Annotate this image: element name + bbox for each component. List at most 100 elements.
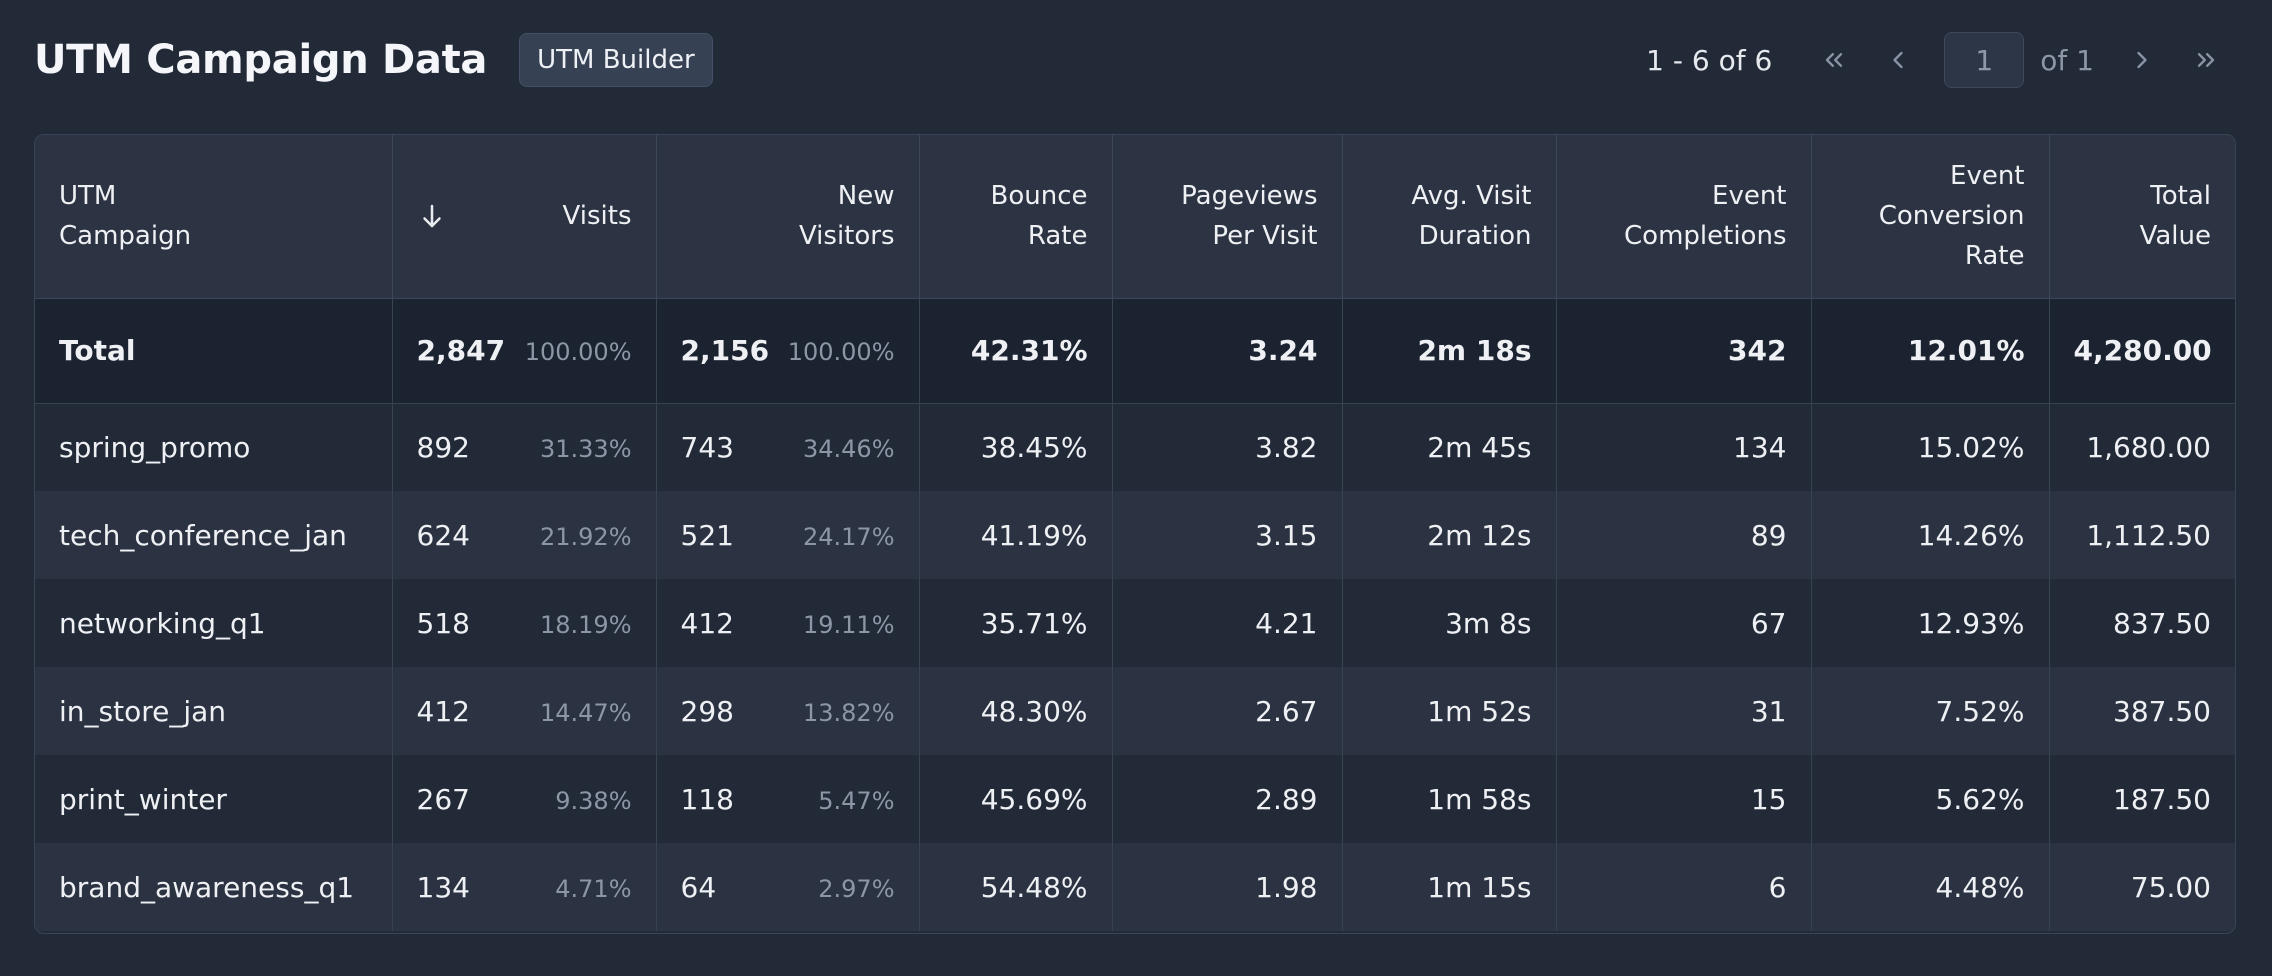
chevron-right-icon: [2137, 51, 2147, 69]
table-row[interactable]: print_winter 267 9.38% 118 5.47% 45.69% 2.89 1m…: [35, 755, 2235, 843]
new-visitors-cell: 64 2.97%: [656, 843, 920, 931]
new-visitors-value: 412: [680, 606, 734, 640]
column-header-utm-campaign[interactable]: UTM Campaign: [35, 135, 393, 299]
table-row[interactable]: spring_promo 892 31.33% 743 34.46% 38.45% 3.82…: [35, 403, 2235, 491]
pageviews-per-visit: 2.89: [1112, 755, 1343, 843]
visits-percent: 4.71%: [555, 874, 632, 903]
pageviews-per-visit: 3.82: [1112, 403, 1343, 491]
avg-visit-duration: 1m 15s: [1342, 843, 1557, 931]
column-header-bounce-rate[interactable]: Bounce Rate: [919, 135, 1113, 299]
chevron-left-icon: [1893, 51, 1903, 69]
total-visits-percent: 100.00%: [524, 338, 632, 366]
event-conversion-rate: 5.62%: [1811, 755, 2050, 843]
visits-percent: 9.38%: [555, 786, 632, 815]
visits-cell: 624 21.92%: [392, 491, 657, 579]
new-visitors-value: 64: [680, 870, 717, 904]
campaign-name: spring_promo: [35, 403, 393, 491]
bounce-rate: 35.71%: [919, 579, 1113, 667]
avg-visit-duration: 2m 12s: [1342, 491, 1557, 579]
new-visitors-value: 521: [680, 518, 734, 552]
table-row[interactable]: tech_conference_jan 624 21.92% 521 24.17% 41.…: [35, 491, 2235, 579]
column-header-visits[interactable]: Visits: [392, 135, 657, 299]
total-pageviews-per-visit: 3.24: [1112, 298, 1343, 404]
visits-percent: 21.92%: [539, 522, 632, 551]
column-header-event-conversion-rate[interactable]: Event Conversion Rate: [1811, 135, 2050, 299]
total-visits-cell: 2,847 100.00%: [392, 298, 657, 404]
visits-cell: 518 18.19%: [392, 579, 657, 667]
total-new-visitors-cell: 2,156 100.00%: [656, 298, 920, 404]
new-visitors-cell: 412 19.11%: [656, 579, 920, 667]
new-visitors-cell: 521 24.17%: [656, 491, 920, 579]
new-visitors-percent: 34.46%: [802, 434, 895, 463]
total-value: 4,280.00: [2049, 298, 2235, 404]
event-conversion-rate: 7.52%: [1811, 667, 2050, 755]
campaign-name: brand_awareness_q1: [35, 843, 393, 931]
visits-percent: 31.33%: [539, 434, 632, 463]
table-row[interactable]: in_store_jan 412 14.47% 298 13.82% 48.30% 2.67…: [35, 667, 2235, 755]
last-page-button[interactable]: [2182, 33, 2230, 87]
visits-percent: 18.19%: [539, 610, 632, 639]
table-row[interactable]: brand_awareness_q1 134 4.71% 64 2.97% 54.48% 1…: [35, 843, 2235, 931]
column-header-pageviews-per-visit[interactable]: Pageviews Per Visit: [1112, 135, 1343, 299]
event-completions: 134: [1556, 403, 1812, 491]
previous-page-button[interactable]: [1874, 33, 1922, 87]
visits-value: 518: [416, 606, 470, 640]
total-visits: 2,847: [416, 334, 506, 367]
first-page-button[interactable]: [1810, 33, 1858, 87]
event-completions: 31: [1556, 667, 1812, 755]
avg-visit-duration: 3m 8s: [1342, 579, 1557, 667]
total-new-visitors-percent: 100.00%: [787, 338, 895, 366]
event-completions: 15: [1556, 755, 1812, 843]
column-header-new-visitors[interactable]: New Visitors: [656, 135, 920, 299]
pagination: 1 - 6 of 6 of 1: [1646, 30, 2238, 90]
visits-value: 134: [416, 870, 470, 904]
total-value-cell: 837.50: [2113, 606, 2211, 640]
double-chevron-right-icon: [2197, 53, 2215, 68]
avg-visit-duration: 1m 52s: [1342, 667, 1557, 755]
visits-cell: 892 31.33%: [392, 403, 657, 491]
pageviews-per-visit: 3.15: [1112, 491, 1343, 579]
total-value-cell: 1,112.50: [2086, 518, 2211, 552]
arrow-down-icon[interactable]: [417, 201, 447, 231]
new-visitors-cell: 743 34.46%: [656, 403, 920, 491]
visits-value: 624: [416, 518, 470, 552]
new-visitors-percent: 13.82%: [802, 698, 895, 727]
total-value-cell: 187.50: [2113, 782, 2211, 816]
total-avg-visit-duration: 2m 18s: [1342, 298, 1557, 404]
bounce-rate: 41.19%: [919, 491, 1113, 579]
pageviews-per-visit: 4.21: [1112, 579, 1343, 667]
new-visitors-percent: 24.17%: [802, 522, 895, 551]
campaign-name: networking_q1: [35, 579, 393, 667]
total-value-cell: 75.00: [2130, 870, 2211, 904]
new-visitors-value: 298: [680, 694, 734, 728]
utm-builder-button[interactable]: UTM Builder: [519, 33, 713, 87]
new-visitors-cell: 118 5.47%: [656, 755, 920, 843]
total-row: Total 2,847 100.00% 2,156 100.00% 42.31%…: [35, 298, 2235, 404]
visits-value: 892: [416, 430, 470, 464]
avg-visit-duration: 1m 58s: [1342, 755, 1557, 843]
event-conversion-rate: 12.93%: [1811, 579, 2050, 667]
bounce-rate: 54.48%: [919, 843, 1113, 931]
visits-cell: 134 4.71%: [392, 843, 657, 931]
event-completions: 6: [1556, 843, 1812, 931]
table-row[interactable]: networking_q1 518 18.19% 412 19.11% 35.71% 4.2…: [35, 579, 2235, 667]
pageviews-per-visit: 2.67: [1112, 667, 1343, 755]
column-header-event-completions[interactable]: Event Completions: [1556, 135, 1812, 299]
visits-value: 412: [416, 694, 470, 728]
page-number-input[interactable]: [1944, 32, 2025, 88]
new-visitors-value: 118: [680, 782, 734, 816]
total-new-visitors: 2,156: [680, 334, 770, 367]
bounce-rate: 48.30%: [919, 667, 1113, 755]
event-conversion-rate: 14.26%: [1811, 491, 2050, 579]
new-visitors-percent: 5.47%: [818, 786, 895, 815]
total-event-completions: 342: [1556, 298, 1812, 404]
page-count: of 1: [2040, 43, 2094, 77]
column-header-avg-visit-duration[interactable]: Avg. Visit Duration: [1342, 135, 1557, 299]
column-header-total-value[interactable]: Total Value: [2049, 135, 2235, 299]
bounce-rate: 38.45%: [919, 403, 1113, 491]
new-visitors-percent: 2.97%: [818, 874, 895, 903]
total-bounce-rate: 42.31%: [919, 298, 1113, 404]
total-event-conversion-rate: 12.01%: [1811, 298, 2050, 404]
event-completions: 67: [1556, 579, 1812, 667]
next-page-button[interactable]: [2118, 33, 2166, 87]
